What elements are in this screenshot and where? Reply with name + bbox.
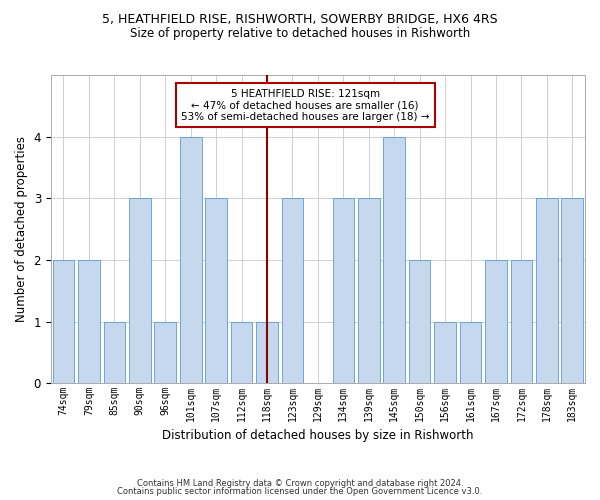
Text: 5 HEATHFIELD RISE: 121sqm
← 47% of detached houses are smaller (16)
53% of semi-: 5 HEATHFIELD RISE: 121sqm ← 47% of detac… — [181, 88, 430, 122]
Bar — [154, 322, 176, 383]
Bar — [281, 198, 303, 383]
Bar — [53, 260, 74, 383]
Bar — [180, 136, 202, 383]
Bar — [256, 322, 278, 383]
Text: Contains HM Land Registry data © Crown copyright and database right 2024.: Contains HM Land Registry data © Crown c… — [137, 478, 463, 488]
Bar — [511, 260, 532, 383]
Bar — [205, 198, 227, 383]
Text: Size of property relative to detached houses in Rishworth: Size of property relative to detached ho… — [130, 28, 470, 40]
Bar — [409, 260, 430, 383]
Bar — [104, 322, 125, 383]
Bar — [231, 322, 253, 383]
Text: Contains public sector information licensed under the Open Government Licence v3: Contains public sector information licen… — [118, 487, 482, 496]
Bar — [332, 198, 354, 383]
Bar — [485, 260, 507, 383]
Y-axis label: Number of detached properties: Number of detached properties — [15, 136, 28, 322]
Bar — [434, 322, 456, 383]
Bar — [129, 198, 151, 383]
Bar — [383, 136, 405, 383]
X-axis label: Distribution of detached houses by size in Rishworth: Distribution of detached houses by size … — [162, 430, 473, 442]
Text: 5, HEATHFIELD RISE, RISHWORTH, SOWERBY BRIDGE, HX6 4RS: 5, HEATHFIELD RISE, RISHWORTH, SOWERBY B… — [102, 12, 498, 26]
Bar — [358, 198, 380, 383]
Bar — [562, 198, 583, 383]
Bar — [460, 322, 481, 383]
Bar — [536, 198, 557, 383]
Bar — [78, 260, 100, 383]
